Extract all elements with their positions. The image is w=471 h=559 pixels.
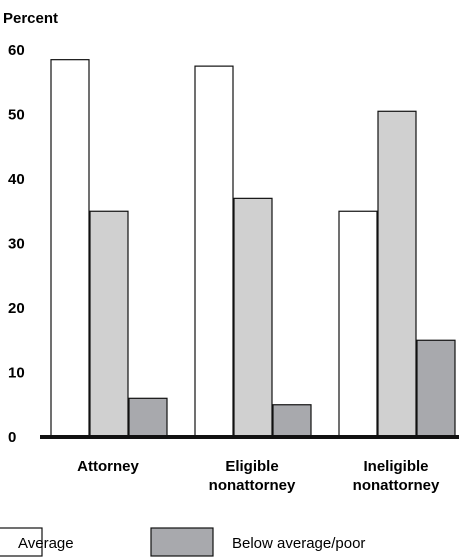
bars <box>50 59 456 438</box>
legend-swatch <box>150 527 214 557</box>
legend-swatch <box>0 527 43 557</box>
bar-2-2 <box>233 197 273 438</box>
bar-3-2 <box>272 404 312 438</box>
y-axis-ticks: 0 10 20 30 40 50 60 <box>8 42 25 446</box>
y-axis-label: Percent <box>3 10 58 27</box>
y-tick-label: 50 <box>8 107 25 124</box>
bar-1-1 <box>50 59 90 438</box>
category-label: nonattorney <box>209 477 296 494</box>
legend-label: Below average/poor <box>232 535 365 552</box>
bar-1-2 <box>194 65 234 438</box>
bar-3-1 <box>128 397 168 438</box>
category-label: Eligible <box>225 458 278 475</box>
bar-3-3 <box>416 339 456 438</box>
y-tick-label: 10 <box>8 365 25 382</box>
y-tick-label: 60 <box>8 42 25 59</box>
legend: Average Below average/poor <box>0 527 365 557</box>
y-tick-label: 0 <box>8 429 16 446</box>
y-tick-label: 30 <box>8 236 25 253</box>
y-tick-label: 20 <box>8 300 25 317</box>
bar-1-3 <box>338 210 378 438</box>
y-tick-label: 40 <box>8 171 25 188</box>
bar-2-1 <box>89 210 129 438</box>
category-label: nonattorney <box>353 477 440 494</box>
category-label: Attorney <box>77 458 139 475</box>
bar-2-3 <box>377 110 417 438</box>
category-label: Ineligible <box>363 458 428 475</box>
x-axis-categories: Attorney Eligible nonattorney Ineligible non… <box>77 458 440 494</box>
legend-label: Average <box>18 535 74 552</box>
